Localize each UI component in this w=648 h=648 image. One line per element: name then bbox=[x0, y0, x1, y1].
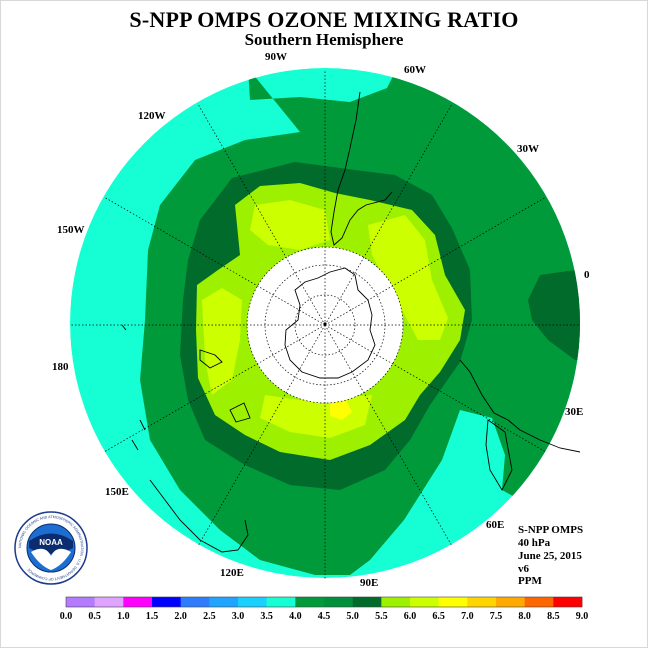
scale-tick-label: 7.0 bbox=[461, 611, 474, 622]
scale-tick-label: 6.0 bbox=[404, 611, 417, 622]
scale-swatch bbox=[553, 597, 583, 607]
scale-tick-label: 8.0 bbox=[518, 611, 531, 622]
scale-swatch bbox=[496, 597, 525, 607]
scale-swatch bbox=[66, 597, 95, 607]
map-title: S-NPP OMPS OZONE MIXING RATIO bbox=[129, 7, 519, 32]
noaa-logo: NOAA NATIONAL OCEANIC AND ATMOSPHERIC AD… bbox=[14, 511, 88, 585]
scale-swatch bbox=[352, 597, 382, 607]
island-arc bbox=[121, 324, 146, 451]
info-units: PPM bbox=[518, 575, 542, 587]
lon-label-0: 0 bbox=[584, 269, 590, 281]
scale-tick-label: 3.5 bbox=[260, 611, 273, 622]
scale-swatch bbox=[524, 597, 554, 607]
lon-label-90w: 90W bbox=[265, 51, 287, 63]
scale-swatch bbox=[295, 597, 325, 607]
scale-swatch bbox=[209, 597, 239, 607]
lon-label-150e: 150E bbox=[105, 486, 129, 498]
scale-swatch bbox=[324, 597, 353, 607]
scale-swatch bbox=[467, 597, 497, 607]
field-dark-green-east bbox=[528, 270, 580, 360]
scale-tick-label: 0.5 bbox=[88, 611, 101, 622]
coastlines bbox=[121, 91, 581, 553]
color-scale-bar: 0.0 0.5 1.0 1.5 2.0 2.5 3.0 3.5 4.0 4.5 5.0 5.5 6.0 6… bbox=[60, 596, 589, 622]
field-yellow-green-3 bbox=[202, 288, 242, 395]
lon-label-60w: 60W bbox=[404, 64, 426, 76]
scale-tick-label: 9.0 bbox=[576, 611, 589, 622]
scale-tick-label: 2.5 bbox=[203, 611, 216, 622]
lon-label-180: 180 bbox=[52, 361, 69, 373]
scale-tick-label: 8.5 bbox=[547, 611, 560, 622]
lon-label-120e: 120E bbox=[220, 567, 244, 579]
scale-border bbox=[65, 596, 583, 608]
graticule bbox=[70, 70, 580, 580]
lon-label-60e: 60E bbox=[486, 519, 504, 531]
scale-tick-label: 7.5 bbox=[490, 611, 503, 622]
scale-swatch bbox=[123, 597, 153, 607]
scale-tick-label: 4.0 bbox=[289, 611, 302, 622]
scale-tick-label: 2.0 bbox=[174, 611, 187, 622]
info-level: 40 hPa bbox=[518, 537, 551, 549]
scale-tick-label: 3.0 bbox=[232, 611, 245, 622]
lon-label-30w: 30W bbox=[517, 143, 539, 155]
antarctica-coast bbox=[284, 267, 376, 379]
lon-label-150w: 150W bbox=[57, 224, 85, 236]
scale-tick-label: 5.5 bbox=[375, 611, 388, 622]
lon-label-90e: 90E bbox=[360, 577, 378, 589]
africa-coast bbox=[459, 359, 581, 453]
scale-tick-label: 4.5 bbox=[318, 611, 331, 622]
south-america-coast bbox=[330, 91, 393, 246]
scale-swatch bbox=[410, 597, 439, 607]
noaa-logo-text: NOAA bbox=[39, 538, 63, 547]
scale-tick-label: 1.0 bbox=[117, 611, 130, 622]
scale-swatch bbox=[381, 597, 411, 607]
scale-tick-label: 5.0 bbox=[346, 611, 359, 622]
scale-swatch bbox=[94, 597, 124, 607]
scale-swatch bbox=[438, 597, 468, 607]
new-zealand-coast bbox=[199, 349, 251, 423]
south-pole-dot bbox=[323, 322, 327, 326]
australia-coast bbox=[149, 479, 249, 553]
lon-label-120w: 120W bbox=[138, 110, 166, 122]
scale-swatch bbox=[152, 597, 181, 607]
longitude-labels: 90W 60W 30W 0 30E 60E 90E 120E 150E 180 … bbox=[52, 51, 590, 589]
scale-swatch bbox=[180, 597, 210, 607]
field-yellow bbox=[330, 398, 352, 420]
scale-tick-label: 6.5 bbox=[432, 611, 445, 622]
info-date: June 25, 2015 bbox=[518, 550, 582, 562]
map-subtitle: Southern Hemisphere bbox=[244, 30, 404, 49]
scale-tick-label: 1.5 bbox=[146, 611, 159, 622]
madagascar-coast bbox=[485, 419, 513, 491]
scale-tick-label: 0.0 bbox=[60, 611, 73, 622]
field-yellow-green-2 bbox=[368, 215, 448, 340]
info-version: v6 bbox=[518, 563, 529, 575]
field-yellow-green-1 bbox=[250, 200, 330, 250]
lon-label-30e: 30E bbox=[565, 406, 583, 418]
scale-swatch bbox=[266, 597, 296, 607]
scale-swatch bbox=[238, 597, 267, 607]
info-product: S-NPP OMPS bbox=[518, 524, 584, 536]
